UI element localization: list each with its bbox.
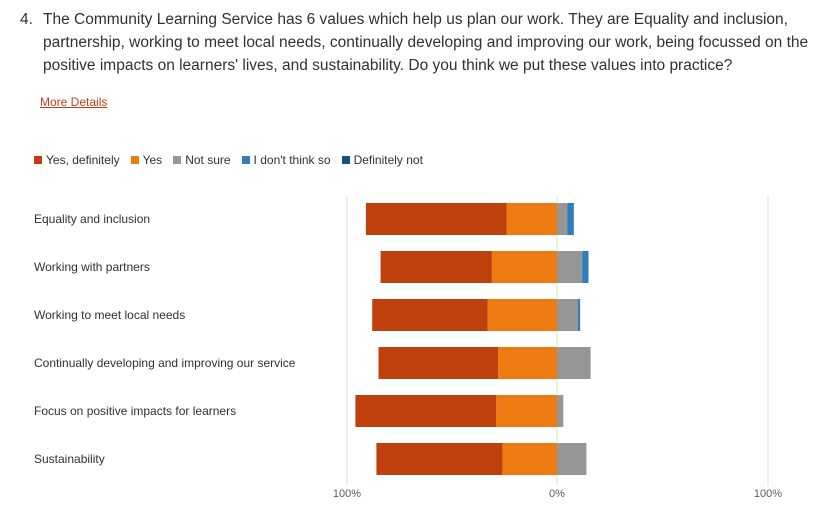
bar-segment[interactable] <box>378 347 499 379</box>
bar-segment[interactable] <box>355 395 497 427</box>
bar-row-3[interactable] <box>378 347 591 379</box>
bar-segment[interactable] <box>487 299 557 331</box>
legend-label: Yes, definitely <box>46 153 120 167</box>
more-details-link[interactable]: More Details <box>40 95 108 109</box>
bar-segment[interactable] <box>365 203 507 235</box>
tick-label-2: 100% <box>754 488 782 500</box>
legend-label: I don't think so <box>253 153 331 167</box>
legend-item-0[interactable]: Yes, definitely <box>34 153 120 167</box>
bar-segment[interactable] <box>557 251 583 283</box>
category-label-2: Working to meet local needs <box>34 308 185 322</box>
bar-row-1[interactable] <box>380 251 589 283</box>
chart-legend: Yes, definitely Yes Not sure I don't think … <box>34 153 423 167</box>
legend-item-3[interactable]: I don't think so <box>241 153 331 167</box>
category-label-0: Equality and inclusion <box>34 212 150 226</box>
legend-item-1[interactable]: Yes <box>130 153 163 167</box>
category-label-1: Working with partners <box>34 260 150 274</box>
bar-segment[interactable] <box>502 443 557 475</box>
legend-swatch <box>130 156 139 164</box>
tick-label-0: 100% <box>333 488 361 500</box>
bar-segment[interactable] <box>557 347 591 379</box>
legend-label: Yes <box>142 153 163 167</box>
bar-row-5[interactable] <box>376 443 587 475</box>
legend-swatch <box>341 156 350 164</box>
category-label-3: Continually developing and improving our… <box>34 356 296 370</box>
bar-row-2[interactable] <box>372 299 581 331</box>
bar-segment[interactable] <box>498 347 557 379</box>
bar-segment[interactable] <box>557 395 564 427</box>
bar-segment[interactable] <box>578 299 581 331</box>
bar-segment[interactable] <box>557 443 587 475</box>
bar-segment[interactable] <box>557 299 578 331</box>
tick-label-1: 0% <box>549 488 565 500</box>
category-label-5: Sustainability <box>34 452 105 466</box>
bar-segment[interactable] <box>372 299 488 331</box>
bar-segment[interactable] <box>567 203 574 235</box>
bar-row-0[interactable] <box>365 203 574 235</box>
bar-segment[interactable] <box>582 251 589 283</box>
question-number: 4. <box>20 11 33 28</box>
bar-segment[interactable] <box>491 251 557 283</box>
legend-swatch <box>173 156 182 164</box>
legend-label: Definitely not <box>353 153 423 167</box>
bar-segment[interactable] <box>496 395 557 427</box>
question: 4. The Community Learning Service has 6 … <box>20 8 810 77</box>
bar-segment[interactable] <box>380 251 492 283</box>
bar-segment[interactable] <box>557 203 568 235</box>
legend-swatch <box>241 156 250 164</box>
legend-item-2[interactable]: Not sure <box>173 153 231 167</box>
legend-item-4[interactable]: Definitely not <box>341 153 423 167</box>
bar-segment[interactable] <box>506 203 557 235</box>
legend-label: Not sure <box>185 153 231 167</box>
question-text: The Community Learning Service has 6 val… <box>43 11 809 74</box>
legend-swatch <box>34 156 42 164</box>
bar-segment[interactable] <box>376 443 503 475</box>
bar-row-4[interactable] <box>355 395 564 427</box>
category-label-4: Focus on positive impacts for learners <box>34 404 236 418</box>
